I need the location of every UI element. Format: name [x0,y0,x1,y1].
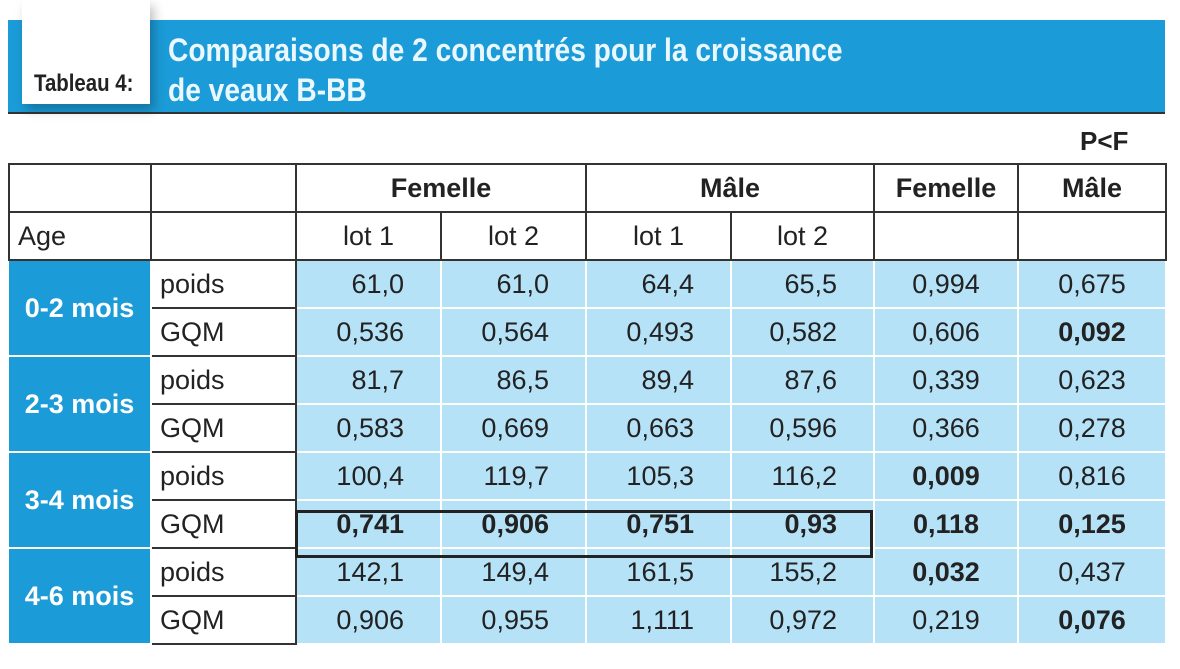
page-title: Comparaisons de 2 concentrés pour la cro… [168,30,843,110]
value-cell: 0,536 [295,307,442,357]
p-value-cell: 0,118 [873,499,1019,549]
value-cell: 0,669 [440,403,587,453]
table-row: GQM 0,741 0,906 0,751 0,93 0,118 0,125 [9,499,1167,549]
value-cell: 0,906 [295,595,442,645]
value-cell: 142,1 [295,547,442,597]
p-value-cell: 0,366 [873,403,1019,453]
value-cell: 155,2 [730,547,875,597]
header-male: Mâle [585,163,875,213]
title-bar [8,20,1165,114]
empty-header [1017,211,1167,261]
header-p-male: Mâle [1017,163,1167,213]
value-cell: 65,5 [730,259,875,309]
value-cell: 86,5 [440,355,587,405]
empty-header [150,211,297,261]
header-row-lots: Age lot 1 lot 2 lot 1 lot 2 [8,211,1167,261]
header-lot: lot 2 [730,211,875,261]
header-lot: lot 1 [295,211,442,261]
value-cell: 0,596 [730,403,875,453]
measure-label: poids [150,547,297,597]
measure-label: poids [150,355,297,405]
value-cell: 61,0 [440,259,587,309]
value-cell: 149,4 [440,547,587,597]
p-value-cell: 0,076 [1017,595,1167,645]
p-value-cell: 0,092 [1017,307,1167,357]
p-value-cell: 0,994 [873,259,1019,309]
measure-label: GQM [150,499,297,549]
title-line-1: Comparaisons de 2 concentrés pour la cro… [168,32,843,68]
value-cell: 61,0 [295,259,442,309]
empty-header [150,163,297,213]
value-cell: 0,493 [585,307,732,357]
p-value-cell: 0,278 [1017,403,1167,453]
p-value-note: P<F [1080,126,1129,156]
measure-label: GQM [150,595,297,645]
value-cell: 1,111 [585,595,732,645]
value-cell: 100,4 [295,451,442,501]
p-value-cell: 0,009 [873,451,1019,501]
header-lot: lot 1 [585,211,732,261]
age-cell: 2-3 mois [9,355,152,453]
p-value-cell: 0,339 [873,355,1019,405]
value-cell: 89,4 [585,355,732,405]
value-cell: 81,7 [295,355,442,405]
value-cell: 0,564 [440,307,587,357]
p-value-cell: 0,606 [873,307,1019,357]
value-cell: 0,741 [295,499,442,549]
header-femelle: Femelle [295,163,587,213]
age-cell: 3-4 mois [9,451,152,549]
p-value-cell: 0,816 [1017,451,1167,501]
empty-header [873,211,1019,261]
table-row: 0-2 mois poids 61,0 61,0 64,4 65,5 0,994 0,675 [9,259,1167,357]
p-value-cell: 0,125 [1017,499,1167,549]
value-cell: 0,906 [440,499,587,549]
value-cell: 87,6 [730,355,875,405]
header-p-femelle: Femelle [873,163,1019,213]
empty-header [8,163,152,213]
measure-label: poids [150,259,297,309]
measure-label: GQM [150,307,297,357]
header-age: Age [8,211,152,261]
p-value-cell: 0,623 [1017,355,1167,405]
value-cell: 0,972 [730,595,875,645]
table-row: GQM 0,906 0,955 1,111 0,972 0,219 0,076 [9,595,1167,645]
title-line-2: de veaux B-BB [168,72,367,108]
value-cell: 0,582 [730,307,875,357]
table-number: Tableau 4: [34,70,134,97]
table-row: 4-6 mois poids 142,1 149,4 161,5 155,2 0,032 0,… [9,547,1167,645]
age-cell: 4-6 mois [9,547,152,645]
p-value-cell: 0,219 [873,595,1019,645]
value-cell: 0,583 [295,403,442,453]
header-row-groups: Femelle Mâle Femelle Mâle [8,163,1167,213]
value-cell: 161,5 [585,547,732,597]
age-cell: 0-2 mois [9,259,152,357]
value-cell: 0,955 [440,595,587,645]
table-row: GQM 0,583 0,669 0,663 0,596 0,366 0,278 [9,403,1167,453]
value-cell: 116,2 [730,451,875,501]
p-value-cell: 0,032 [873,547,1019,597]
value-cell: 0,751 [585,499,732,549]
p-value-cell: 0,675 [1017,259,1167,309]
value-cell: 64,4 [585,259,732,309]
table-row: GQM 0,536 0,564 0,493 0,582 0,606 0,092 [9,307,1167,357]
table-number-tab [22,0,150,104]
header-lot: lot 2 [440,211,587,261]
table-row: 3-4 mois poids 100,4 119,7 105,3 116,2 0,009 0,… [9,451,1167,549]
measure-label: GQM [150,403,297,453]
table-row: 2-3 mois poids 81,7 86,5 89,4 87,6 0,339 0,623 [9,355,1167,453]
value-cell: 119,7 [440,451,587,501]
measure-label: poids [150,451,297,501]
value-cell: 0,663 [585,403,732,453]
data-table: Femelle Mâle Femelle Mâle Age lot 1 lot … [8,163,1167,645]
p-value-cell: 0,437 [1017,547,1167,597]
value-cell: 105,3 [585,451,732,501]
value-cell: 0,93 [730,499,875,549]
